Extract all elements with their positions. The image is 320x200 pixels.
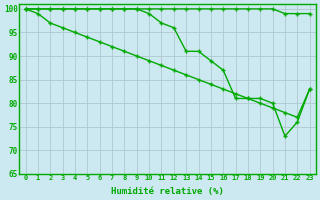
- X-axis label: Humidité relative (%): Humidité relative (%): [111, 187, 224, 196]
